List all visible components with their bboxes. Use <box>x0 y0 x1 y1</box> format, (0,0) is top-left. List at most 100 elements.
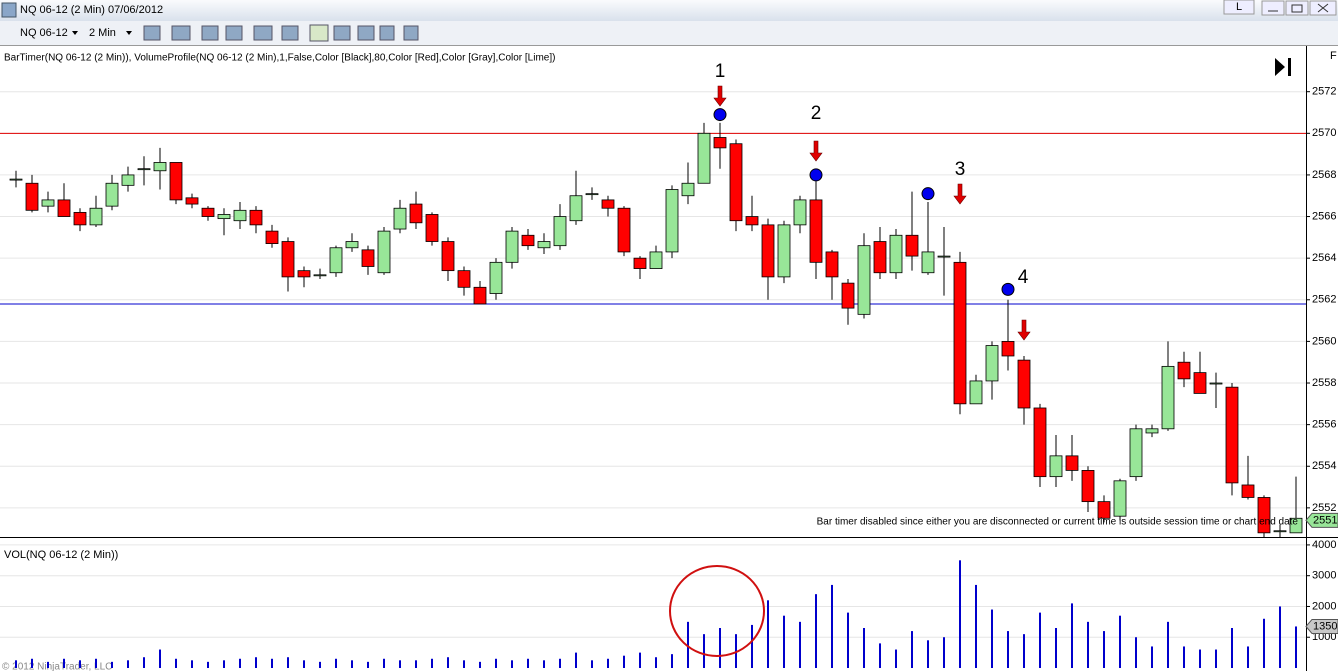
candle-body <box>393 207 407 230</box>
candle-body <box>1113 480 1127 517</box>
go-to-end-button[interactable] <box>1275 58 1291 76</box>
candle-body <box>329 247 343 274</box>
y-tick-label: 2560 <box>1312 335 1336 347</box>
candle-body <box>1065 455 1079 471</box>
volume-bar <box>1151 646 1153 668</box>
volume-bar <box>463 660 465 668</box>
candle-body <box>1081 470 1095 503</box>
candle-body <box>281 241 295 278</box>
volume-bar <box>575 652 577 668</box>
volume-bar <box>303 660 305 668</box>
volume-bar <box>399 660 401 668</box>
volume-bar <box>111 661 113 668</box>
candle-body <box>905 234 919 257</box>
window-title: NQ 06-12 (2 Min) 07/06/2012 <box>20 4 163 16</box>
candle-body <box>969 380 983 405</box>
candle-body <box>377 230 391 274</box>
volume-bar <box>1199 649 1201 668</box>
candle-body <box>1097 501 1111 519</box>
volume-bar <box>47 661 49 668</box>
candle-body <box>841 282 855 309</box>
volume-bar <box>255 657 257 668</box>
volume-bar <box>127 660 129 668</box>
candle-body <box>729 143 743 222</box>
volume-bar <box>847 612 849 668</box>
annotation-number: 4 <box>1018 267 1029 288</box>
instrument-selector[interactable]: NQ 06-12 <box>20 27 68 39</box>
volume-bar <box>207 661 209 668</box>
candle-body <box>233 209 247 222</box>
candle-body <box>1049 455 1063 478</box>
annotation-arrow <box>713 85 727 107</box>
volume-bar <box>479 661 481 668</box>
volume-bar <box>1103 631 1105 668</box>
candle-body <box>345 241 359 249</box>
y-tick-label: 2570 <box>1312 127 1336 139</box>
candle-body <box>713 137 727 149</box>
volume-bar <box>511 660 513 668</box>
last-value-label: 2551 <box>1313 514 1337 526</box>
volume-bar <box>527 658 529 668</box>
candle-body <box>633 257 647 269</box>
volume-bar <box>671 654 673 668</box>
last-value-box <box>1305 512 1338 528</box>
volume-bar <box>383 658 385 668</box>
candle-body <box>185 197 199 205</box>
candle-body <box>297 270 311 278</box>
volume-bar <box>367 661 369 668</box>
link-button-label[interactable]: L <box>1236 1 1242 13</box>
price-panel-title: BarTimer(NQ 06-12 (2 Min)), VolumeProfil… <box>4 53 555 64</box>
volume-bar <box>719 628 721 668</box>
interval-selector[interactable]: 2 Min <box>89 27 116 39</box>
candle-body <box>361 249 375 267</box>
candle-body <box>681 182 695 197</box>
volume-bar <box>287 657 289 668</box>
volume-bar <box>655 657 657 668</box>
bar-timer-note: Bar timer disabled since either you are … <box>817 517 1299 528</box>
volume-bar <box>63 658 65 668</box>
toolbar-icons[interactable] <box>143 24 419 42</box>
volume-bar <box>831 584 833 668</box>
candle-body <box>617 207 631 253</box>
volume-bar <box>1023 634 1025 668</box>
annotation-number: 2 <box>811 103 822 124</box>
signal-dot <box>713 108 727 122</box>
candle-body <box>89 207 103 226</box>
candle-body <box>41 199 55 207</box>
y-tick-label: 2000 <box>1312 600 1336 612</box>
candle-body <box>265 230 279 245</box>
maximize-button[interactable] <box>1285 0 1309 16</box>
candle-body <box>73 211 87 226</box>
candle-body <box>137 168 151 171</box>
candle-body <box>1129 428 1143 478</box>
candle-body <box>521 234 535 247</box>
volume-bar <box>991 609 993 668</box>
minimize-button[interactable] <box>1261 0 1285 16</box>
volume-bar <box>767 600 769 668</box>
candle-body <box>873 241 887 274</box>
candle-body <box>1257 497 1271 534</box>
volume-bar <box>591 660 593 668</box>
y-tick-label: 2556 <box>1312 419 1336 431</box>
plot-area <box>0 91 1306 668</box>
candle-body <box>1033 407 1047 478</box>
candle-body <box>457 270 471 288</box>
volume-bar <box>79 660 81 668</box>
volume-bar <box>1055 628 1057 668</box>
volume-bar <box>1279 606 1281 668</box>
volume-bar <box>943 637 945 668</box>
annotation-arrow <box>1017 319 1031 341</box>
candle-body <box>1177 361 1191 380</box>
candle-body <box>57 199 71 217</box>
volume-bar <box>607 658 609 668</box>
candle-body <box>553 216 567 247</box>
candle-body <box>1145 428 1159 434</box>
candle-body <box>793 199 807 226</box>
y-tick-label: 2562 <box>1312 294 1336 306</box>
candle-body <box>489 261 503 294</box>
link-button[interactable] <box>1223 0 1255 15</box>
app-icon <box>1 2 17 18</box>
volume-bar <box>703 634 705 668</box>
last-value-box <box>1305 618 1338 634</box>
